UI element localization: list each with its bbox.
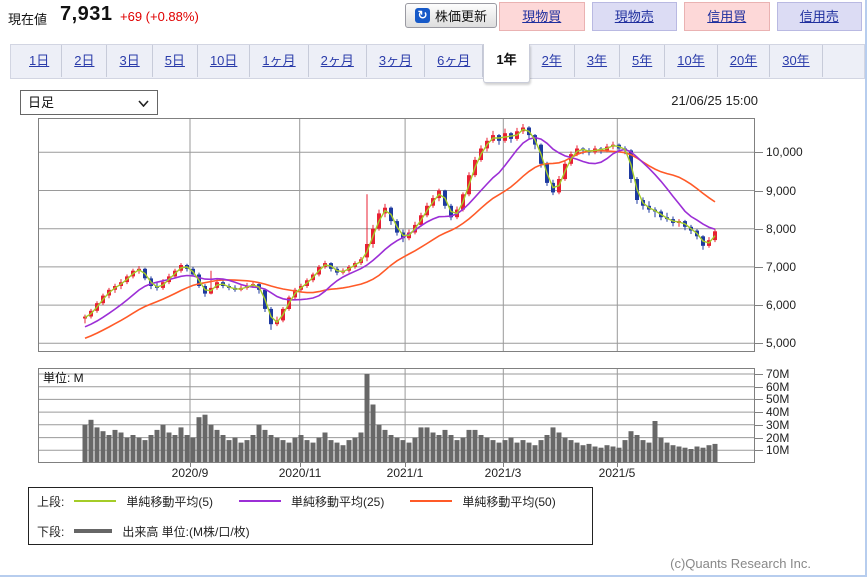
x-axis-label: 2021/5 xyxy=(598,466,636,480)
x-axis-tick xyxy=(405,463,406,467)
volume-axis-label: 70M xyxy=(766,367,790,381)
tab-10年[interactable]: 10年 xyxy=(665,45,718,77)
legend-lower-row: 下段: 出来高 単位:(M株/口/枚) xyxy=(29,518,592,544)
price-axis-tick xyxy=(755,229,763,230)
tab-20年[interactable]: 20年 xyxy=(718,45,771,77)
price-axis-label: 5,000 xyxy=(766,336,797,350)
tab-30年[interactable]: 30年 xyxy=(770,45,823,77)
volume-line-swatch xyxy=(74,529,113,533)
current-price-value: 7,931 xyxy=(60,3,113,25)
margin-buy-button[interactable]: 信用買 xyxy=(684,2,770,31)
tab-1年[interactable]: 1年 xyxy=(483,44,530,83)
volume-axis-label: 20M xyxy=(766,431,790,445)
price-axis-label: 9,000 xyxy=(766,184,797,198)
legend-lower-label: 下段: xyxy=(37,524,65,539)
legend-item-sma5: 単純移動平均(5) xyxy=(74,493,213,510)
chart-legend: 上段: 単純移動平均(5) 単純移動平均(25) 単純移動平均(50) 下段: 出来… xyxy=(28,487,593,545)
legend-volume-label: 出来高 単位:(M株/口/枚) xyxy=(122,524,250,539)
x-axis-label: 2020/11 xyxy=(278,466,322,480)
timeframe-select[interactable]: 日足 xyxy=(20,90,158,115)
volume-axis-label: 10M xyxy=(766,443,790,457)
tab-2年[interactable]: 2年 xyxy=(530,45,575,77)
tab-6ヶ月[interactable]: 6ヶ月 xyxy=(425,45,484,77)
price-axis-tick xyxy=(755,152,763,153)
trade-buttons: 現物買 現物売 信用買 信用売 xyxy=(499,2,862,31)
volume-axis-label: 50M xyxy=(766,392,790,406)
refresh-button-label: 株価更新 xyxy=(435,9,488,24)
price-axis-label: 7,000 xyxy=(766,260,797,274)
legend-item-label: 単純移動平均(5) xyxy=(126,494,214,509)
volume-axis-label: 60M xyxy=(766,380,790,394)
volume-chart-panel xyxy=(38,368,755,463)
price-chart-panel xyxy=(38,118,755,352)
volume-axis-tick xyxy=(755,374,763,375)
legend-upper-label: 上段: xyxy=(37,494,65,509)
legend-item-label: 単純移動平均(50) xyxy=(462,494,556,509)
x-axis-label: 2021/3 xyxy=(484,466,522,480)
x-axis-tick xyxy=(190,463,191,467)
volume-axis-tick xyxy=(755,399,763,400)
sma-line-swatch xyxy=(410,500,453,502)
legend-item-sma50: 単純移動平均(50) xyxy=(410,493,556,510)
price-change: +69 (+0.88%) xyxy=(120,9,199,24)
legend-upper-row: 上段: 単純移動平均(5) 単純移動平均(25) 単純移動平均(50) xyxy=(29,488,592,514)
legend-item-label: 単純移動平均(25) xyxy=(291,494,385,509)
tab-3ヶ月[interactable]: 3ヶ月 xyxy=(367,45,426,77)
tab-5年[interactable]: 5年 xyxy=(620,45,666,77)
price-axis-label: 10,000 xyxy=(766,145,803,159)
price-axis-tick xyxy=(755,305,763,306)
price-axis-tick xyxy=(755,267,763,268)
price-axis-label: 8,000 xyxy=(766,222,797,236)
sma-line-swatch xyxy=(239,500,282,502)
x-axis-tick xyxy=(300,463,301,467)
cash-sell-button[interactable]: 現物売 xyxy=(591,2,677,31)
x-axis-tick xyxy=(503,463,504,467)
volume-axis-label: 40M xyxy=(766,405,790,419)
chart-timestamp: 21/06/25 15:00 xyxy=(671,93,758,108)
volume-axis-tick xyxy=(755,425,763,426)
tab-2ヶ月[interactable]: 2ヶ月 xyxy=(309,45,367,77)
price-axis-tick xyxy=(755,191,763,192)
price-axis-label: 6,000 xyxy=(766,298,797,312)
volume-axis-label: 30M xyxy=(766,418,790,432)
volume-axis-tick xyxy=(755,412,763,413)
x-axis-label: 2021/1 xyxy=(386,466,424,480)
volume-axis-tick xyxy=(755,438,763,439)
sma-line-swatch xyxy=(74,500,117,502)
legend-item-sma25: 単純移動平均(25) xyxy=(239,493,384,510)
price-axis-tick xyxy=(755,343,763,344)
refresh-price-button[interactable]: ↻ 株価更新 xyxy=(405,3,498,28)
timeframe-select-value: 日足 xyxy=(28,95,55,110)
chevron-down-icon xyxy=(138,100,149,107)
refresh-icon: ↻ xyxy=(415,8,430,23)
copyright: (c)Quants Research Inc. xyxy=(670,556,811,571)
cash-buy-button[interactable]: 現物買 xyxy=(499,2,585,31)
volume-unit-label: 単位: M xyxy=(43,371,84,385)
tab-1日[interactable]: 1日 xyxy=(17,45,63,77)
tab-3年[interactable]: 3年 xyxy=(575,45,621,77)
volume-axis-tick xyxy=(755,450,763,451)
period-tab-bar: 1日 2日 3日 5日 10日 1ヶ月 2ヶ月 3ヶ月 6ヶ月 1年 2年 3年 5年 10年 20年 30年 xyxy=(10,44,865,83)
x-axis-tick xyxy=(617,463,618,467)
volume-chart xyxy=(38,368,755,463)
margin-sell-button[interactable]: 信用売 xyxy=(776,2,862,31)
tab-3日[interactable]: 3日 xyxy=(107,45,153,77)
candlestick-chart xyxy=(38,118,755,352)
tab-10日[interactable]: 10日 xyxy=(198,45,251,77)
tab-5日[interactable]: 5日 xyxy=(153,45,198,77)
x-axis-label: 2020/9 xyxy=(171,466,209,480)
current-price-label: 現在値 xyxy=(8,12,48,27)
tab-2日[interactable]: 2日 xyxy=(62,45,108,77)
volume-axis-tick xyxy=(755,387,763,388)
tab-1ヶ月[interactable]: 1ヶ月 xyxy=(250,45,309,77)
